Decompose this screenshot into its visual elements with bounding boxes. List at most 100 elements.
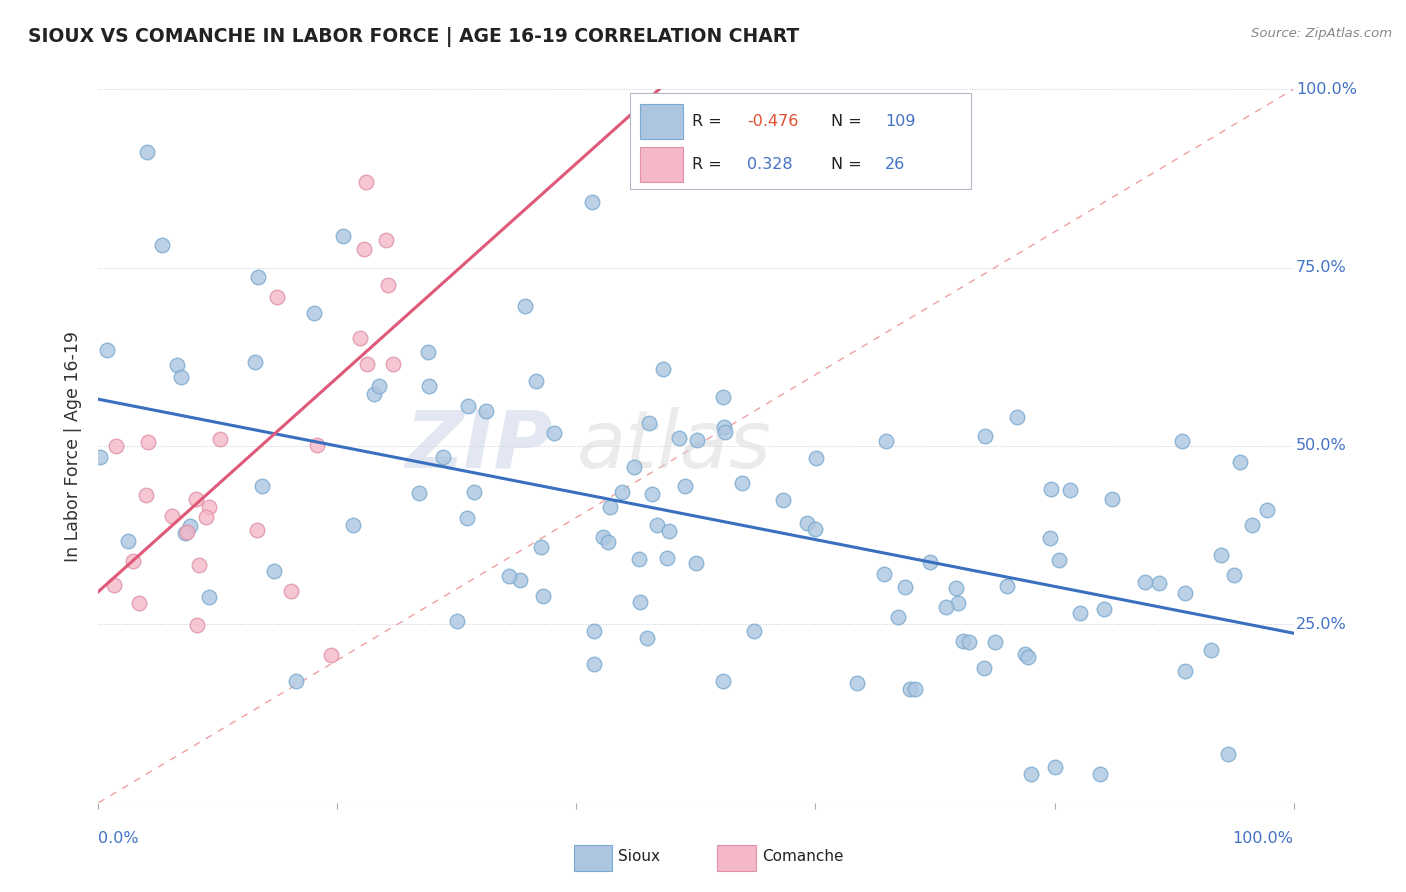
Point — [356, 357, 378, 371]
Point — [353, 242, 375, 256]
Text: 50.0%: 50.0% — [1296, 439, 1347, 453]
Point — [935, 599, 957, 614]
Point — [685, 557, 707, 571]
Point — [1240, 518, 1263, 533]
Point — [136, 434, 159, 449]
Text: Source: ZipAtlas.com: Source: ZipAtlas.com — [1251, 27, 1392, 40]
Point — [628, 595, 651, 609]
Point — [920, 556, 942, 570]
Point — [984, 635, 1007, 649]
Point — [673, 479, 696, 493]
Point — [179, 519, 201, 533]
Point — [952, 634, 974, 648]
Point — [658, 524, 681, 538]
Point — [246, 269, 269, 284]
Point — [136, 145, 159, 159]
Text: 0.328: 0.328 — [748, 157, 793, 171]
Text: 100.0%: 100.0% — [1233, 831, 1294, 847]
Point — [1170, 434, 1192, 448]
Point — [319, 648, 342, 663]
Text: -0.476: -0.476 — [748, 114, 799, 128]
Point — [731, 475, 754, 490]
Point — [894, 580, 917, 594]
Point — [475, 403, 498, 417]
Point — [188, 558, 211, 572]
FancyBboxPatch shape — [640, 103, 683, 139]
Point — [742, 624, 765, 638]
Point — [1039, 531, 1062, 545]
Text: R =: R = — [692, 114, 727, 128]
Point — [515, 299, 537, 313]
Point — [1216, 747, 1239, 761]
Point — [711, 674, 734, 689]
Point — [160, 509, 183, 524]
Point — [354, 175, 377, 189]
Point — [995, 579, 1018, 593]
Point — [1209, 548, 1232, 562]
Point — [1005, 410, 1028, 425]
Point — [543, 425, 565, 440]
Point — [349, 331, 371, 345]
Point — [377, 277, 399, 292]
Point — [1229, 455, 1251, 469]
Point — [509, 573, 531, 587]
Point — [1059, 483, 1081, 497]
Point — [89, 450, 111, 464]
Point — [463, 485, 485, 500]
Point — [170, 370, 193, 384]
Point — [623, 460, 645, 475]
Point — [243, 355, 266, 369]
Point — [973, 660, 995, 674]
Point — [845, 675, 868, 690]
Point — [363, 387, 385, 401]
Point — [307, 437, 329, 451]
Point — [166, 358, 188, 372]
Point — [1201, 642, 1223, 657]
Point — [432, 450, 454, 464]
Point — [105, 439, 128, 453]
Point — [1088, 767, 1111, 781]
Text: 100.0%: 100.0% — [1296, 82, 1357, 96]
Point — [250, 479, 273, 493]
Point — [263, 564, 285, 578]
Point — [533, 589, 555, 603]
Point — [456, 511, 478, 525]
Point — [524, 374, 547, 388]
Point — [1147, 576, 1170, 591]
Point — [772, 493, 794, 508]
Point — [418, 344, 440, 359]
Point — [1014, 647, 1036, 661]
Point — [898, 681, 921, 696]
Point — [1223, 567, 1246, 582]
Point — [903, 681, 925, 696]
Point — [946, 596, 969, 610]
Text: N =: N = — [831, 114, 868, 128]
Y-axis label: In Labor Force | Age 16-19: In Labor Force | Age 16-19 — [65, 331, 83, 561]
Point — [103, 577, 125, 591]
Point — [368, 379, 391, 393]
Point — [197, 590, 219, 604]
Point — [804, 450, 827, 465]
Text: 25.0%: 25.0% — [1296, 617, 1347, 632]
Point — [873, 567, 896, 582]
Text: N =: N = — [831, 157, 868, 171]
Point — [1174, 585, 1197, 599]
Point — [530, 540, 553, 554]
Point — [173, 526, 195, 541]
Text: Comanche: Comanche — [762, 849, 844, 863]
Point — [1256, 502, 1278, 516]
Point — [581, 194, 603, 209]
Point — [285, 673, 308, 688]
Point — [945, 581, 967, 595]
Point — [711, 391, 734, 405]
Point — [638, 416, 661, 430]
Point — [636, 631, 658, 645]
Point — [627, 551, 650, 566]
Point — [804, 523, 827, 537]
Point — [1133, 575, 1156, 590]
Point — [612, 484, 634, 499]
Point — [651, 362, 673, 376]
Point — [655, 550, 678, 565]
Point — [583, 657, 606, 671]
Point — [714, 425, 737, 439]
